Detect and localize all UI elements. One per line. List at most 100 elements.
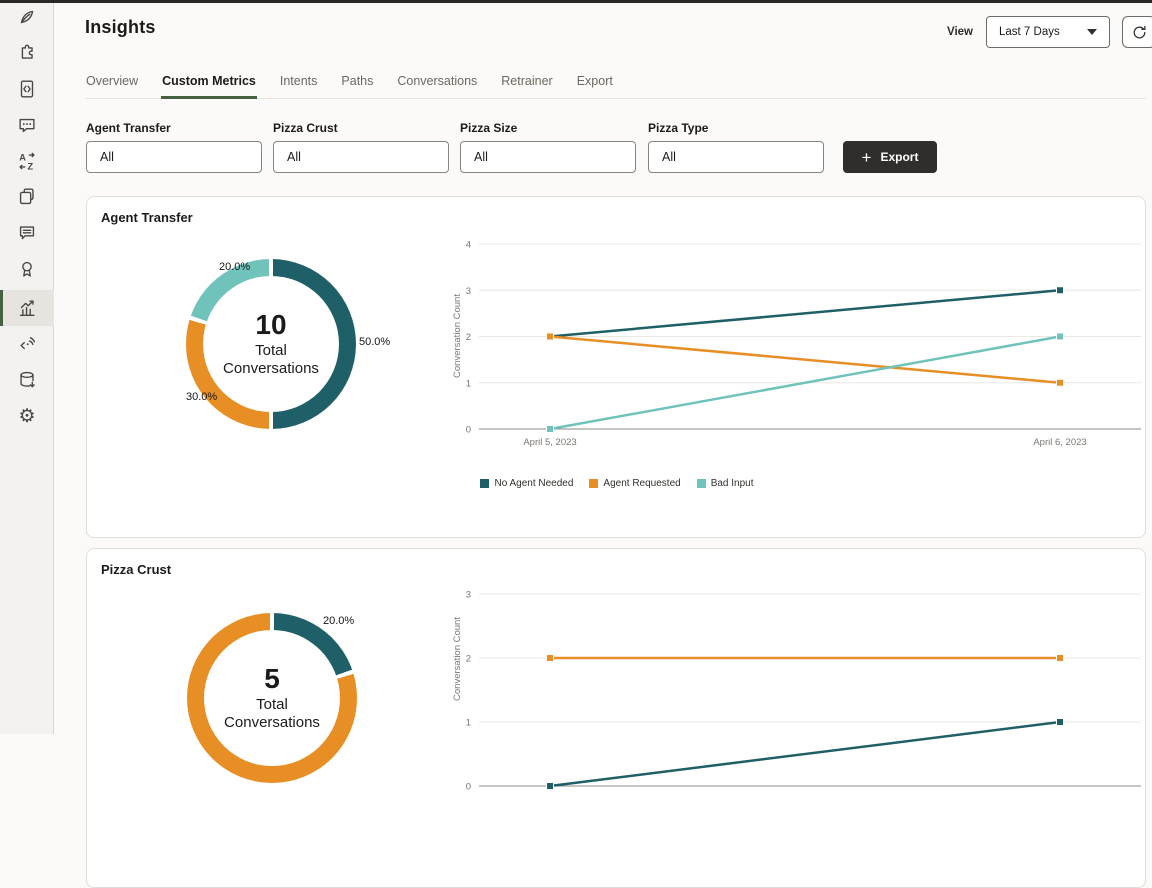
refresh-icon [1133,25,1146,38]
svg-text:Z: Z [27,162,33,172]
filter-input-agent-transfer[interactable] [86,141,262,173]
total-conversations-value: 5 [264,662,280,694]
y-tick-label: 1 [466,378,471,389]
tab-overview[interactable]: Overview [86,74,139,88]
slice-label-20: 20.0% [219,261,251,273]
slice-label-30: 30.0% [186,391,218,403]
filter-label-agent-transfer: Agent Transfer [86,121,171,135]
data-point [546,782,554,790]
x-tick-label: April 5, 2023 [523,437,576,448]
data-point [1056,332,1064,341]
top-bar [0,0,1152,3]
agent-transfer-line-chart: 4 3 2 1 0 Conversation Count April 5, 2023 Apri… [452,240,1141,448]
code-signal-icon [20,337,36,350]
sidebar-item-code-file[interactable] [0,71,54,107]
sidebar-item-comments[interactable] [0,215,54,251]
series-line [549,720,1061,788]
data-point [1056,718,1064,726]
sidebar-item-data[interactable] [0,362,54,398]
code-file-icon [20,80,34,98]
puzzle-store-icon [21,44,33,59]
data-point [546,654,554,662]
legend-item: No Agent Needed [480,478,573,489]
legend-swatch [696,479,706,488]
refresh-button[interactable] [1122,16,1152,48]
y-tick-label: 4 [466,240,471,251]
series-line [549,335,1061,431]
slice-label-20: 20.0% [323,615,355,627]
y-tick-label: 2 [466,654,471,665]
y-tick-label: 1 [466,718,471,729]
chart-legend: No Agent Needed Agent Requested Bad Input [87,478,1147,489]
data-point [546,425,554,433]
view-label: View [947,26,973,38]
filter-label-pizza-type: Pizza Type [648,121,709,135]
card-title: Agent Transfer [101,210,193,225]
data-point [1056,286,1064,295]
chevron-down-icon [1087,29,1097,35]
legend-label: No Agent Needed [494,478,574,489]
page-title: Insights [85,17,156,37]
translate-icon: AZ [19,153,35,172]
chat-lines-icon [19,226,35,240]
chat-dots-icon [19,118,35,133]
sidebar-item-copy[interactable] [0,179,54,215]
y-tick-label: 0 [466,425,471,436]
data-point [1056,378,1064,387]
series-line [549,289,1061,338]
filter-input-pizza-crust[interactable] [273,141,449,173]
tab-paths[interactable]: Paths [341,74,374,88]
settings-gear-icon: ⚙ [18,405,36,427]
filter-input-pizza-size[interactable] [460,141,636,173]
pizza-crust-card: Pizza Crust 5 Total Conversations 20.0% … [86,548,1146,888]
y-axis-title: Conversation Count [452,617,463,701]
filter-label-pizza-crust: Pizza Crust [273,121,338,135]
sidebar-item-store[interactable] [0,35,54,71]
sidebar-item-chat[interactable] [0,107,54,143]
data-point [546,332,554,341]
legend-item: Bad Input [696,478,754,489]
filter-label-pizza-size: Pizza Size [460,121,518,135]
tab-bar: Overview Custom Metrics Intents Paths Co… [85,70,1146,99]
tab-intents[interactable]: Intents [279,74,318,88]
y-axis-title: Conversation Count [452,294,463,378]
tab-retrainer[interactable]: Retrainer [501,74,553,88]
y-tick-label: 2 [466,332,471,343]
y-tick-label: 0 [466,782,471,793]
sidebar-item-channels[interactable] [0,326,54,362]
view-range-value: Last 7 Days [999,26,1060,38]
pizza-crust-line-chart: 3 2 1 0 Conversation Count [452,590,1141,793]
award-badge-icon [22,261,32,277]
legend-label: Agent Requested [603,478,681,489]
feather-icon [20,10,34,24]
donut-center: 10 Total Conversations [203,276,339,412]
sidebar-item-feather[interactable] [0,0,54,35]
filter-input-pizza-type[interactable] [648,141,824,173]
y-tick-label: 3 [466,590,471,601]
legend-swatch [480,479,490,488]
total-conversations-value: 10 [255,308,287,340]
legend-label: Bad Input [710,478,754,489]
tab-conversations[interactable]: Conversations [397,74,478,88]
insights-chart-icon [19,300,35,317]
database-icon [20,371,35,388]
total-conversations-label: Total Conversations [224,696,320,732]
sidebar-item-quality[interactable] [0,251,54,287]
tab-export[interactable]: Export [576,74,613,88]
agent-transfer-card: Agent Transfer 10 Total Conversations 20… [86,196,1146,538]
tab-custom-metrics[interactable]: Custom Metrics [161,70,257,99]
slice-label-50: 50.0% [359,336,391,348]
plus-icon: + [861,147,872,167]
export-button[interactable]: + Export [843,141,937,173]
view-range-select[interactable]: Last 7 Days [986,16,1110,48]
x-tick-label: April 6, 2023 [1033,437,1086,448]
legend-item: Agent Requested [589,478,681,489]
svg-text:A: A [19,153,26,163]
sidebar-item-settings[interactable]: ⚙ [0,398,54,434]
sidebar-item-insights[interactable] [0,290,54,326]
y-tick-label: 3 [466,286,471,297]
card-title: Pizza Crust [101,562,172,577]
legend-swatch [589,479,599,488]
